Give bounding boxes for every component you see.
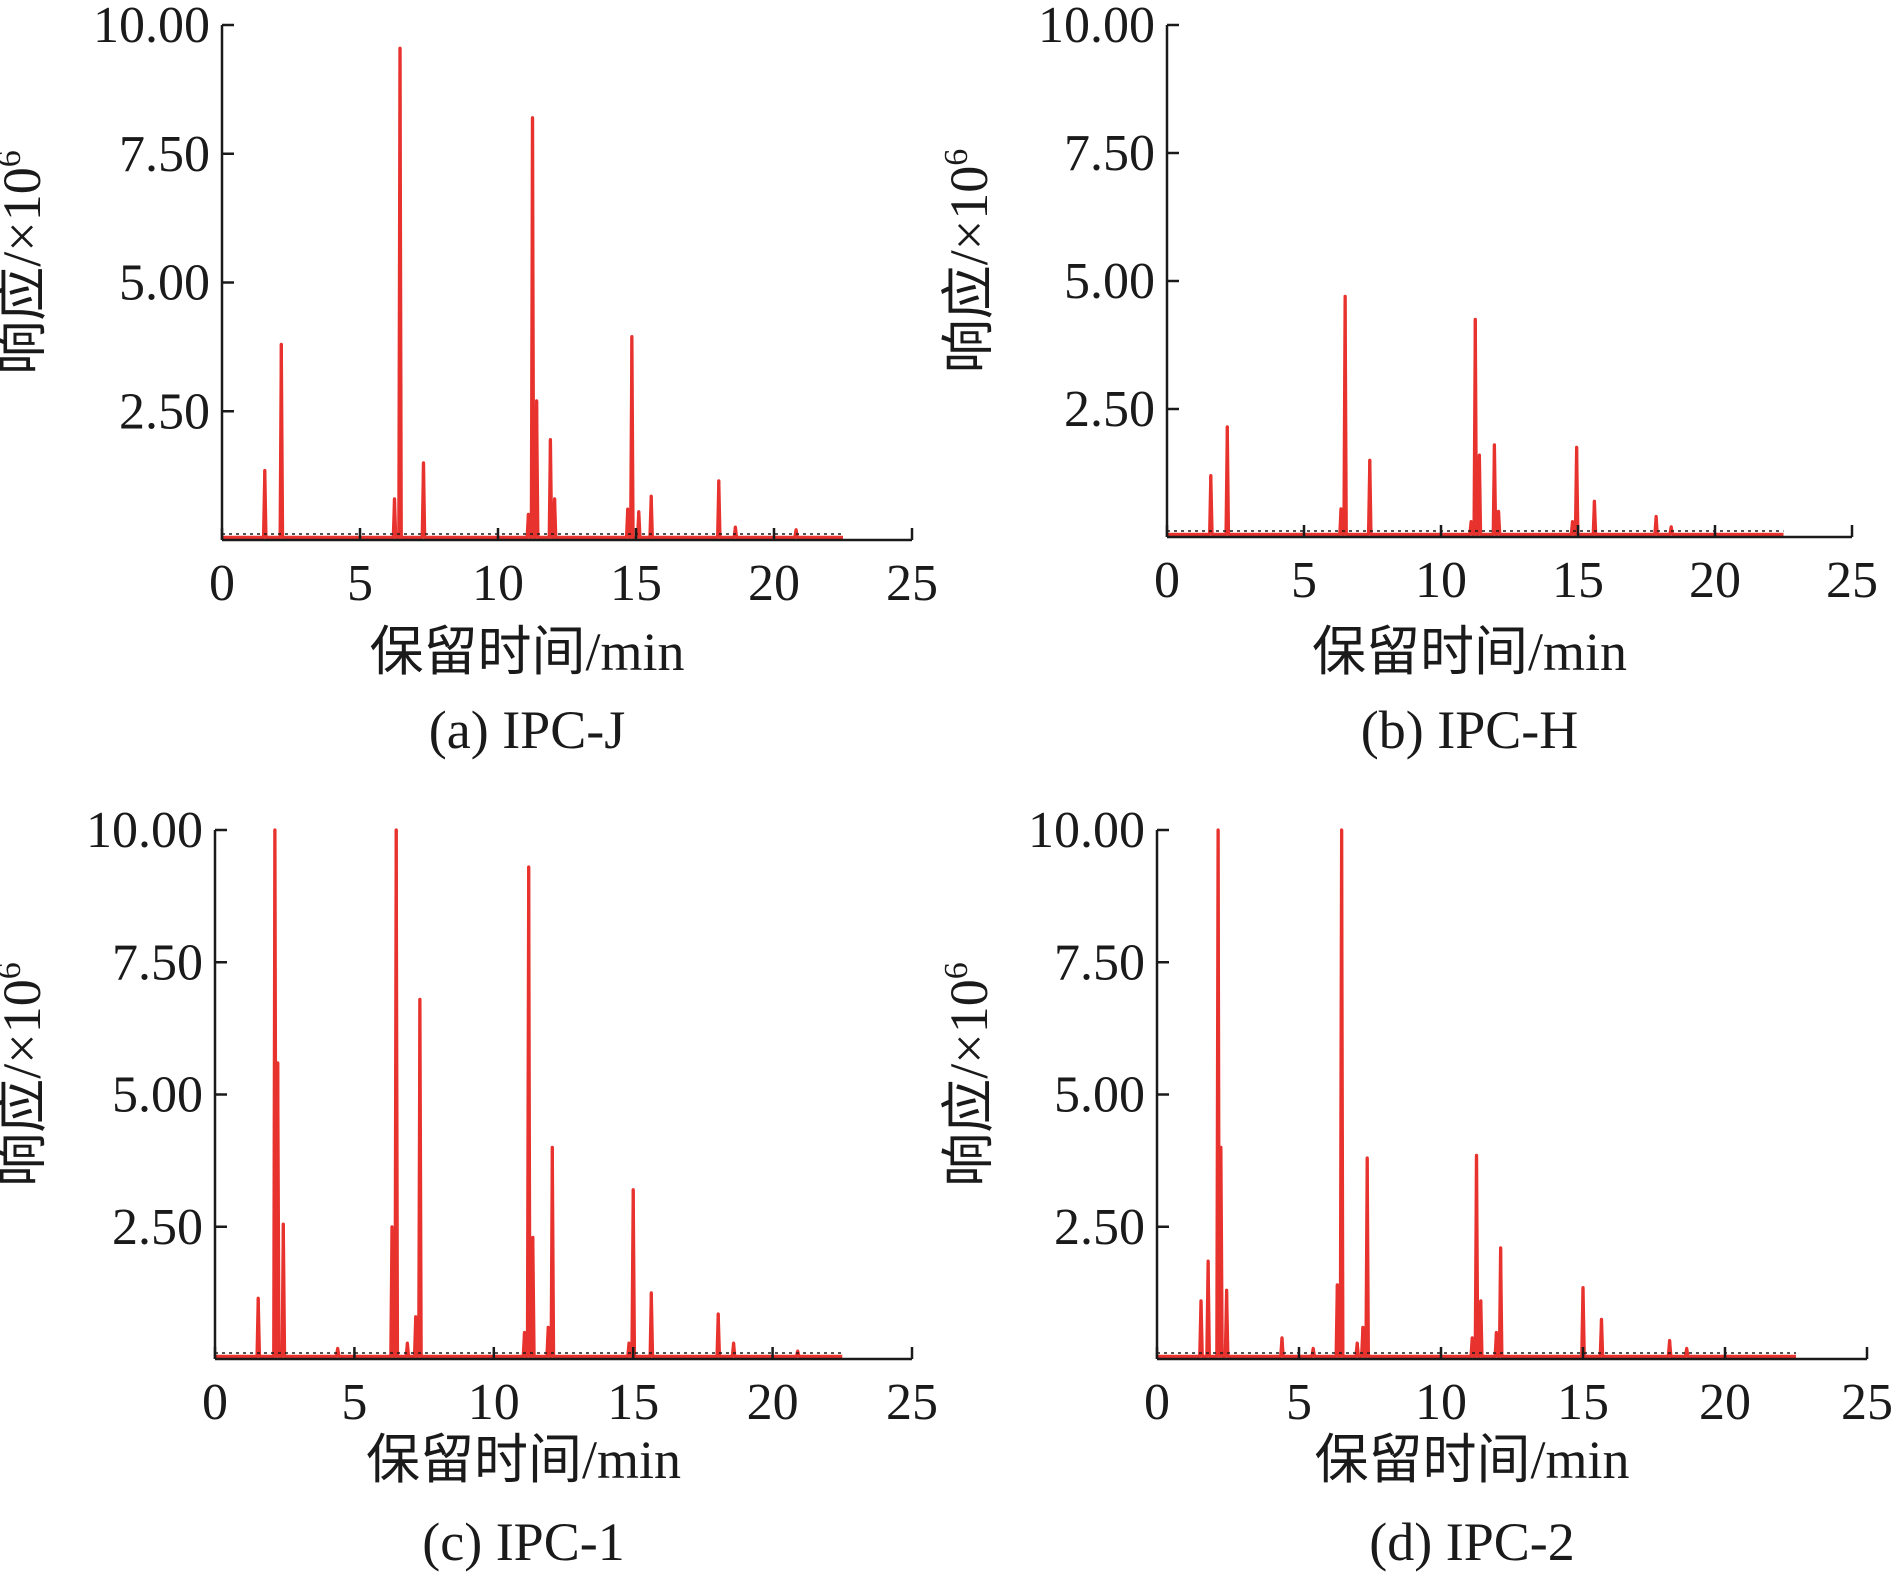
x-axis-title: 保留时间/min [369,622,684,682]
y-tick-label: 7.50 [112,934,203,991]
panel-caption: (a) IPC-J [429,700,625,760]
y-tick-label: 10.00 [93,0,210,54]
x-tick-label: 0 [1144,1374,1170,1431]
y-tick-label: 10.00 [1038,0,1155,54]
panel-caption: (b) IPC-H [1361,700,1578,760]
y-tick-label: 5.00 [1064,253,1155,310]
x-tick-label: 25 [1826,552,1878,609]
y-tick-label: 7.50 [119,126,210,183]
panel-caption: (d) IPC-2 [1369,1512,1574,1572]
y-axis-title: 响应/×106 [938,962,999,1186]
x-tick-label: 20 [1699,1374,1751,1431]
x-axis-title: 保留时间/min [1314,1430,1629,1490]
x-tick-label: 15 [1557,1374,1609,1431]
x-tick-label: 20 [748,555,800,612]
x-tick-label: 0 [209,555,235,612]
chart-panel-c: 0 5 10 15 20 25 2.50 5.00 7.50 10.00 保留时间/min 响应/×1… [0,790,947,1581]
chart-panel-a: 0 5 10 15 20 25 2.50 5.00 7.50 10.00 保留时间/min 响应/×1… [0,0,947,790]
x-tick-label: 25 [886,555,938,612]
x-tick-label: 0 [1154,552,1180,609]
y-tick-label: 2.50 [1064,381,1155,438]
x-tick-label: 10 [1415,552,1467,609]
x-axis-title: 保留时间/min [1312,622,1627,682]
x-tick-label: 5 [347,555,373,612]
x-tick-label: 5 [1291,552,1317,609]
x-tick-label: 25 [1841,1374,1893,1431]
chart-svg: 0 5 10 15 20 25 2.50 5.00 7.50 10.00 保留时间/min 响应/×1… [938,0,1878,760]
x-tick-label: 10 [472,555,524,612]
y-tick-label: 2.50 [112,1199,203,1256]
x-tick-label: 15 [610,555,662,612]
x-tick-label: 15 [1552,552,1604,609]
y-tick-label: 7.50 [1054,934,1145,991]
chart-panel-b: 0 5 10 15 20 25 2.50 5.00 7.50 10.00 保留时间/min 响应/×1… [938,0,1894,790]
x-axis-title: 保留时间/min [366,1430,681,1490]
chart-svg: 0 5 10 15 20 25 2.50 5.00 7.50 10.00 保留时间/min 响应/×1… [0,802,938,1572]
chart-panel-d: 0 5 10 15 20 25 2.50 5.00 7.50 10.00 保留时间/min 响应/×1… [938,790,1894,1581]
panel-caption: (c) IPC-1 [422,1512,624,1572]
y-tick-label: 10.00 [1028,802,1145,859]
x-tick-label: 5 [1286,1374,1312,1431]
y-axis-title: 响应/×106 [0,150,52,374]
y-tick-label: 2.50 [119,383,210,440]
x-tick-label: 25 [886,1374,938,1431]
y-tick-label: 10.00 [86,802,203,859]
x-tick-label: 15 [607,1374,659,1431]
x-tick-label: 10 [1415,1374,1467,1431]
x-tick-label: 10 [468,1374,520,1431]
chart-svg: 0 5 10 15 20 25 2.50 5.00 7.50 10.00 保留时间/min 响应/×1… [938,802,1893,1572]
y-tick-label: 7.50 [1064,125,1155,182]
x-tick-label: 5 [341,1374,367,1431]
y-axis-title: 响应/×106 [938,149,999,373]
x-tick-label: 0 [202,1374,228,1431]
chart-svg: 0 5 10 15 20 25 2.50 5.00 7.50 10.00 保留时间/min 响应/×1… [0,0,938,760]
y-tick-label: 5.00 [112,1067,203,1124]
x-tick-label: 20 [747,1374,799,1431]
y-tick-label: 2.50 [1054,1199,1145,1256]
y-axis-title: 响应/×106 [0,962,52,1186]
x-tick-label: 20 [1689,552,1741,609]
y-tick-label: 5.00 [1054,1067,1145,1124]
y-tick-label: 5.00 [119,255,210,312]
